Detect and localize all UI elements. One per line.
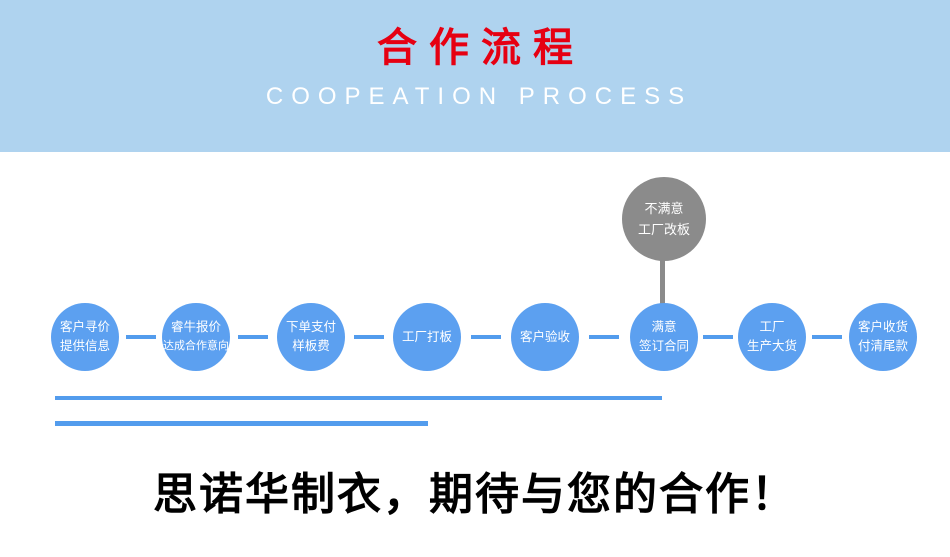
connector-line <box>812 335 842 339</box>
flow-node-label: 付清尾款 <box>857 339 908 353</box>
bottom-slogan: 思诺华制衣，期待与您的合作！ <box>153 470 797 519</box>
page-title: 合作流程 <box>377 26 585 70</box>
flow-node-delivery: 客户收货 付清尾款 <box>849 303 917 371</box>
flow-node-label: 下单支付 <box>285 320 336 334</box>
flow-node-contract: 满意 签订合同 <box>630 303 698 371</box>
connector-line <box>471 335 501 339</box>
connector-line <box>589 335 619 339</box>
flow-node-label: 不满意 <box>644 201 684 216</box>
underline-bar-long <box>55 396 662 400</box>
flow-node-label: 签订合同 <box>638 339 689 353</box>
flow-node-acceptance: 客户验收 <box>511 303 579 371</box>
flow-node-label: 提供信息 <box>59 339 110 353</box>
connector-line <box>126 335 156 339</box>
connector-line <box>354 335 384 339</box>
flow-node-label: 客户寻价 <box>59 320 110 334</box>
flow-node-label: 客户收货 <box>857 320 908 334</box>
header-banner: 合作流程 COOPEATION PROCESS <box>0 0 950 152</box>
flow-node-order: 下单支付 样板费 <box>277 303 345 371</box>
flow-node-inquiry: 客户寻价 提供信息 <box>51 303 119 371</box>
underline-bar-short <box>55 421 428 426</box>
flow-node-sampling: 工厂打板 <box>393 303 461 371</box>
flow-node-label: 工厂 <box>759 320 785 334</box>
connector-line <box>238 335 268 339</box>
flow-node-label: 样板费 <box>292 339 330 353</box>
flow-node-label: 工厂打板 <box>401 329 452 344</box>
flow-node-label: 生产大货 <box>746 339 797 353</box>
flow-node-quote: 睿牛报价 达成合作意向 <box>162 303 230 371</box>
page-subtitle: COOPEATION PROCESS <box>265 83 693 110</box>
flow-node-label: 达成合作意向 <box>163 340 229 352</box>
flow-node-production: 工厂 生产大货 <box>738 303 806 371</box>
flow-node-label: 工厂改板 <box>637 222 690 237</box>
connector-line <box>703 335 733 339</box>
flow-node-label: 睿牛报价 <box>170 320 221 334</box>
flow-node-reject: 不满意 工厂改板 <box>622 177 706 261</box>
flow-node-label: 客户验收 <box>519 329 570 344</box>
flow-node-label: 满意 <box>651 320 677 334</box>
reject-branch-connector <box>660 260 665 304</box>
